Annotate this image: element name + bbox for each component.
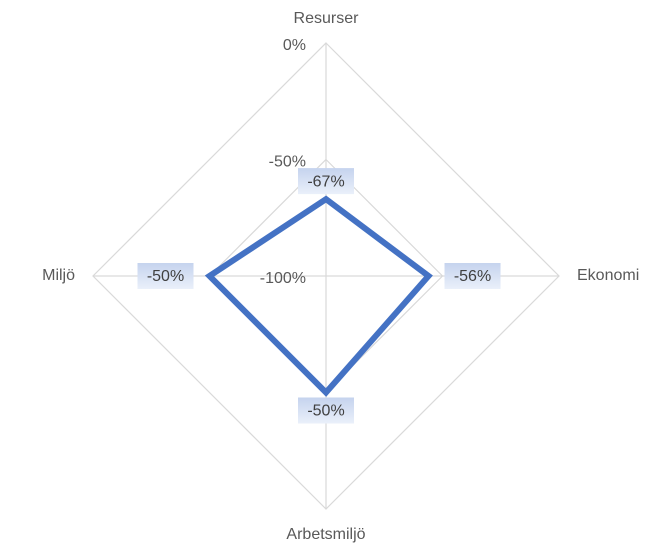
grid-ring xyxy=(92,42,560,510)
value-label: -67% xyxy=(307,173,344,190)
value-label-box xyxy=(137,263,194,289)
value-label: -50% xyxy=(307,403,344,420)
tick-label: -50% xyxy=(269,154,306,171)
tick-label: 0% xyxy=(283,37,306,54)
value-label-box xyxy=(298,168,354,195)
category-label: Miljö xyxy=(42,267,75,284)
category-label: Ekonomi xyxy=(577,267,639,284)
value-label-box xyxy=(444,263,501,289)
category-label: Arbetsmiljö xyxy=(286,526,365,543)
series-line xyxy=(204,195,433,397)
category-label: Resurser xyxy=(294,10,360,27)
tick-label: -100% xyxy=(260,270,306,287)
value-label: -56% xyxy=(454,268,491,285)
value-label-box xyxy=(298,397,354,424)
value-label: -50% xyxy=(147,268,184,285)
